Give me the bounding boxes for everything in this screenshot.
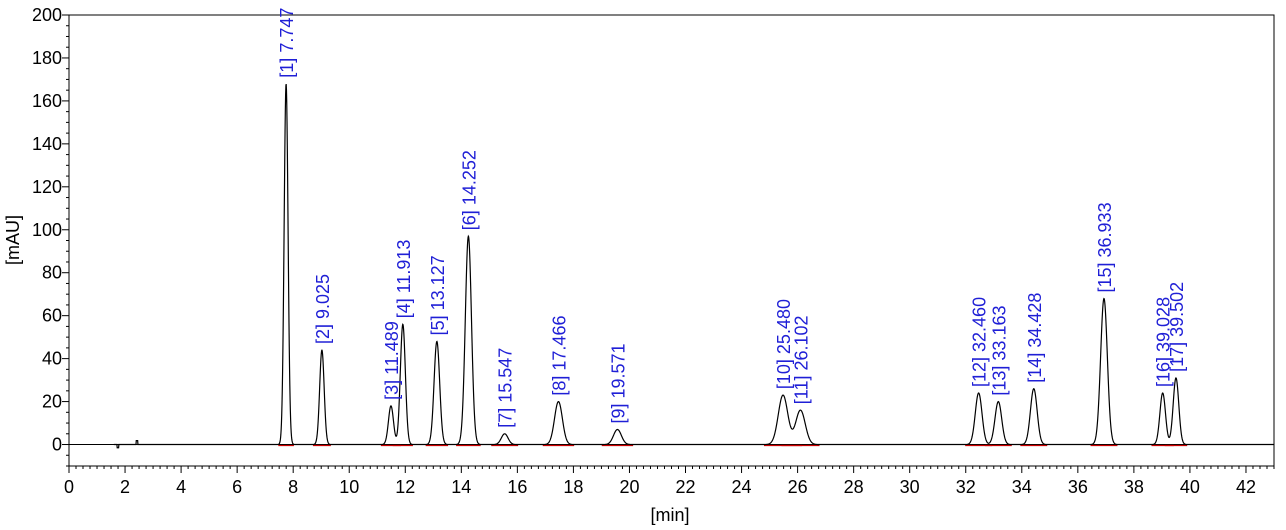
- x-tick-label: 40: [1180, 477, 1200, 497]
- y-tick-label: 120: [32, 177, 62, 197]
- peak-label: [2] 9.025: [313, 274, 333, 344]
- x-axis: 0 2 4 6 8 10 12 14 16 18 20 22 24 26 28 30 32 34 36 38 40 42: [64, 466, 1275, 497]
- x-axis-title: [min]: [650, 505, 689, 525]
- x-tick-label: 2: [120, 477, 130, 497]
- x-tick-label: 34: [1012, 477, 1032, 497]
- x-tick-label: 20: [619, 477, 639, 497]
- x-tick-label: 6: [232, 477, 242, 497]
- x-tick-label: 32: [956, 477, 976, 497]
- peak-label: [16] 39.028: [1154, 297, 1174, 387]
- y-tick-label: 20: [42, 392, 62, 412]
- x-tick-label: 14: [451, 477, 471, 497]
- peak-label: [7] 15.547: [496, 348, 516, 428]
- x-tick-label: 4: [176, 477, 186, 497]
- peak-label: [1] 7.747: [277, 8, 297, 78]
- x-tick-label: 22: [675, 477, 695, 497]
- x-tick-label: 38: [1124, 477, 1144, 497]
- peak-label: [14] 34.428: [1025, 293, 1045, 383]
- peak-label: [12] 32.460: [970, 297, 990, 387]
- y-tick-label: 40: [42, 349, 62, 369]
- chromatogram-trace-group: [113, 83, 1274, 449]
- x-tick-label: 10: [339, 477, 359, 497]
- y-tick-label: 80: [42, 263, 62, 283]
- y-tick-label: 60: [42, 306, 62, 326]
- y-axis: 0 20 40 60 80 100 120 140 160 180 200: [32, 5, 69, 467]
- x-tick-label: 12: [395, 477, 415, 497]
- peak-label: [6] 14.252: [459, 150, 479, 230]
- y-tick-label: 0: [52, 435, 62, 455]
- x-tick-label: 8: [288, 477, 298, 497]
- y-tick-label: 100: [32, 220, 62, 240]
- y-axis-title: [mAU]: [3, 215, 23, 265]
- peak-label: [9] 19.571: [608, 343, 628, 423]
- y-tick-label: 160: [32, 91, 62, 111]
- y-tick-label: 200: [32, 5, 62, 25]
- plot-frame: [68, 14, 1275, 467]
- y-tick-label: 180: [32, 48, 62, 68]
- x-tick-label: 18: [563, 477, 583, 497]
- peak-label: [10] 25.480: [774, 299, 794, 389]
- peak-label: [3] 11.489: [382, 321, 402, 400]
- peak-label: [11] 26.102: [792, 315, 812, 404]
- chromatogram-trace: [113, 83, 1274, 449]
- peak-label: [5] 13.127: [428, 255, 448, 335]
- x-tick-label: 16: [507, 477, 527, 497]
- y-tick-label: 140: [32, 134, 62, 154]
- x-tick-label: 28: [844, 477, 864, 497]
- plot-area: [68, 14, 1275, 467]
- peak-label: [17] 39.502: [1167, 282, 1187, 372]
- peak-label: [4] 11.913: [394, 240, 414, 319]
- x-tick-label: 30: [900, 477, 920, 497]
- peak-labels: [1] 7.747 [2] 9.025 [3] 11.489[4] 11.913 [5…: [277, 8, 1187, 428]
- x-tick-label: 26: [788, 477, 808, 497]
- x-tick-label: 0: [64, 477, 74, 497]
- x-tick-label: 24: [732, 477, 752, 497]
- x-tick-label: 36: [1068, 477, 1088, 497]
- x-tick-label: 42: [1236, 477, 1256, 497]
- peak-label: [8] 17.466: [550, 316, 570, 396]
- peak-label: [15] 36.933: [1095, 202, 1115, 292]
- peak-label: [13] 33.163: [989, 306, 1009, 396]
